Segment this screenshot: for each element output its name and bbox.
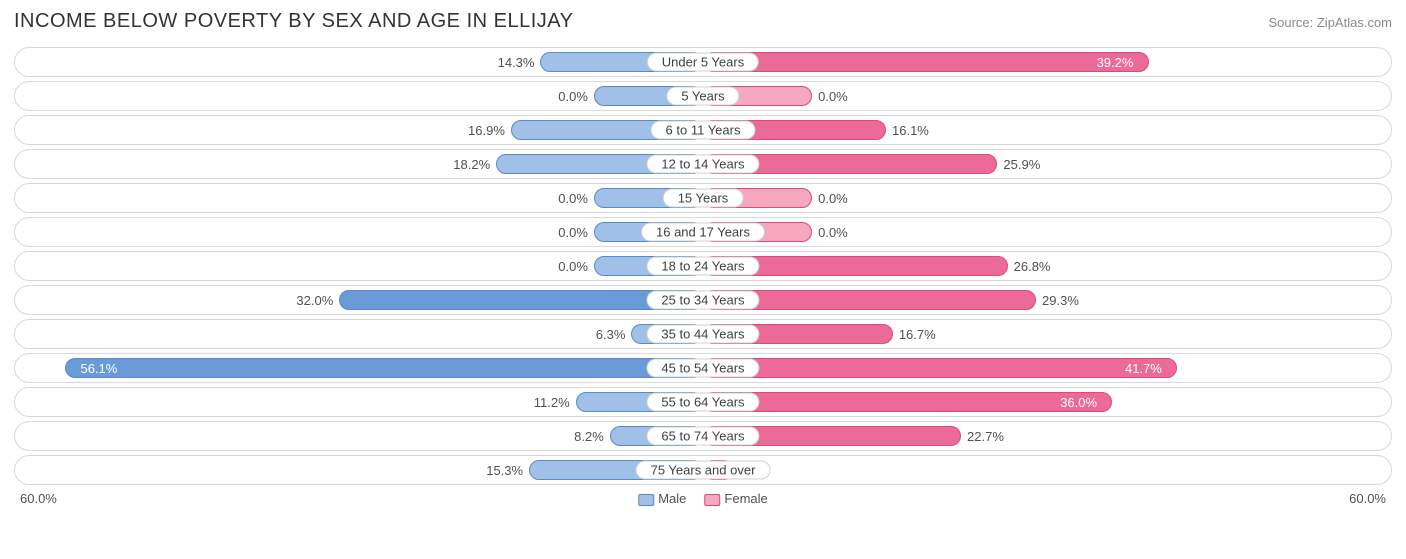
female-value: 16.7% xyxy=(899,324,936,344)
male-value: 0.0% xyxy=(558,222,588,242)
axis-max-right: 60.0% xyxy=(1349,491,1386,506)
chart-row: 6.3% 16.7% 35 to 44 Years xyxy=(14,319,1392,349)
chart-row: 8.2% 22.7% 65 to 74 Years xyxy=(14,421,1392,451)
chart-row: 0.0% 26.8% 18 to 24 Years xyxy=(14,251,1392,281)
category-label: 25 to 34 Years xyxy=(646,291,759,310)
chart-row: 0.0% 0.0% 5 Years xyxy=(14,81,1392,111)
male-value: 15.3% xyxy=(486,460,523,480)
male-value: 6.3% xyxy=(596,324,626,344)
male-value: 0.0% xyxy=(558,256,588,276)
female-value: 22.7% xyxy=(967,426,1004,446)
chart-source: Source: ZipAtlas.com xyxy=(1268,15,1392,30)
female-value: 41.7% xyxy=(1125,358,1162,378)
legend-female-label: Female xyxy=(724,491,767,506)
chart-row: 11.2% 36.0% 55 to 64 Years xyxy=(14,387,1392,417)
chart-row: 0.0% 0.0% 15 Years xyxy=(14,183,1392,213)
male-value: 0.0% xyxy=(558,188,588,208)
female-bar xyxy=(703,392,1112,412)
chart-row: 16.9% 16.1% 6 to 11 Years xyxy=(14,115,1392,145)
female-value: 0.0% xyxy=(818,188,848,208)
female-swatch xyxy=(704,494,720,506)
male-value: 0.0% xyxy=(558,86,588,106)
female-value: 16.1% xyxy=(892,120,929,140)
chart-row: 14.3% 39.2% Under 5 Years xyxy=(14,47,1392,77)
category-label: 6 to 11 Years xyxy=(651,121,756,140)
male-value: 56.1% xyxy=(80,358,117,378)
female-value: 25.9% xyxy=(1003,154,1040,174)
female-value: 0.0% xyxy=(818,222,848,242)
chart-footer: 60.0% 60.0% Male Female xyxy=(14,491,1392,513)
female-bar xyxy=(703,52,1149,72)
male-value: 14.3% xyxy=(498,52,535,72)
male-value: 11.2% xyxy=(534,392,570,412)
legend: Male Female xyxy=(638,491,768,506)
male-value: 18.2% xyxy=(453,154,490,174)
female-value: 0.0% xyxy=(818,86,848,106)
female-value: 26.8% xyxy=(1014,256,1051,276)
female-value: 29.3% xyxy=(1042,290,1079,310)
male-bar xyxy=(65,358,703,378)
male-swatch xyxy=(638,494,654,506)
poverty-chart: INCOME BELOW POVERTY BY SEX AND AGE IN E… xyxy=(0,0,1406,559)
axis-max-left: 60.0% xyxy=(20,491,57,506)
male-value: 32.0% xyxy=(296,290,333,310)
category-label: 75 Years and over xyxy=(636,461,771,480)
chart-row: 0.0% 0.0% 16 and 17 Years xyxy=(14,217,1392,247)
category-label: 12 to 14 Years xyxy=(646,155,759,174)
category-label: 5 Years xyxy=(666,87,739,106)
category-label: 18 to 24 Years xyxy=(646,257,759,276)
chart-row: 56.1% 41.7% 45 to 54 Years xyxy=(14,353,1392,383)
chart-rows: 14.3% 39.2% Under 5 Years 0.0% 0.0% 5 Years 16… xyxy=(14,47,1392,485)
chart-title: INCOME BELOW POVERTY BY SEX AND AGE IN E… xyxy=(14,10,573,33)
chart-row: 15.3%2.7%75 Years and over xyxy=(14,455,1392,485)
category-label: Under 5 Years xyxy=(647,53,759,72)
legend-male-label: Male xyxy=(658,491,686,506)
category-label: 55 to 64 Years xyxy=(646,393,759,412)
legend-female: Female xyxy=(704,491,767,506)
category-label: 45 to 54 Years xyxy=(646,359,759,378)
female-bar xyxy=(703,358,1177,378)
male-value: 8.2% xyxy=(574,426,604,446)
chart-header: INCOME BELOW POVERTY BY SEX AND AGE IN E… xyxy=(14,10,1392,33)
category-label: 15 Years xyxy=(663,189,744,208)
chart-row: 32.0% 29.3% 25 to 34 Years xyxy=(14,285,1392,315)
category-label: 35 to 44 Years xyxy=(646,325,759,344)
chart-row: 18.2% 25.9% 12 to 14 Years xyxy=(14,149,1392,179)
category-label: 16 and 17 Years xyxy=(641,223,765,242)
female-value: 36.0% xyxy=(1060,392,1097,412)
male-value: 16.9% xyxy=(468,120,505,140)
legend-male: Male xyxy=(638,491,686,506)
female-value: 39.2% xyxy=(1097,52,1134,72)
category-label: 65 to 74 Years xyxy=(646,427,759,446)
